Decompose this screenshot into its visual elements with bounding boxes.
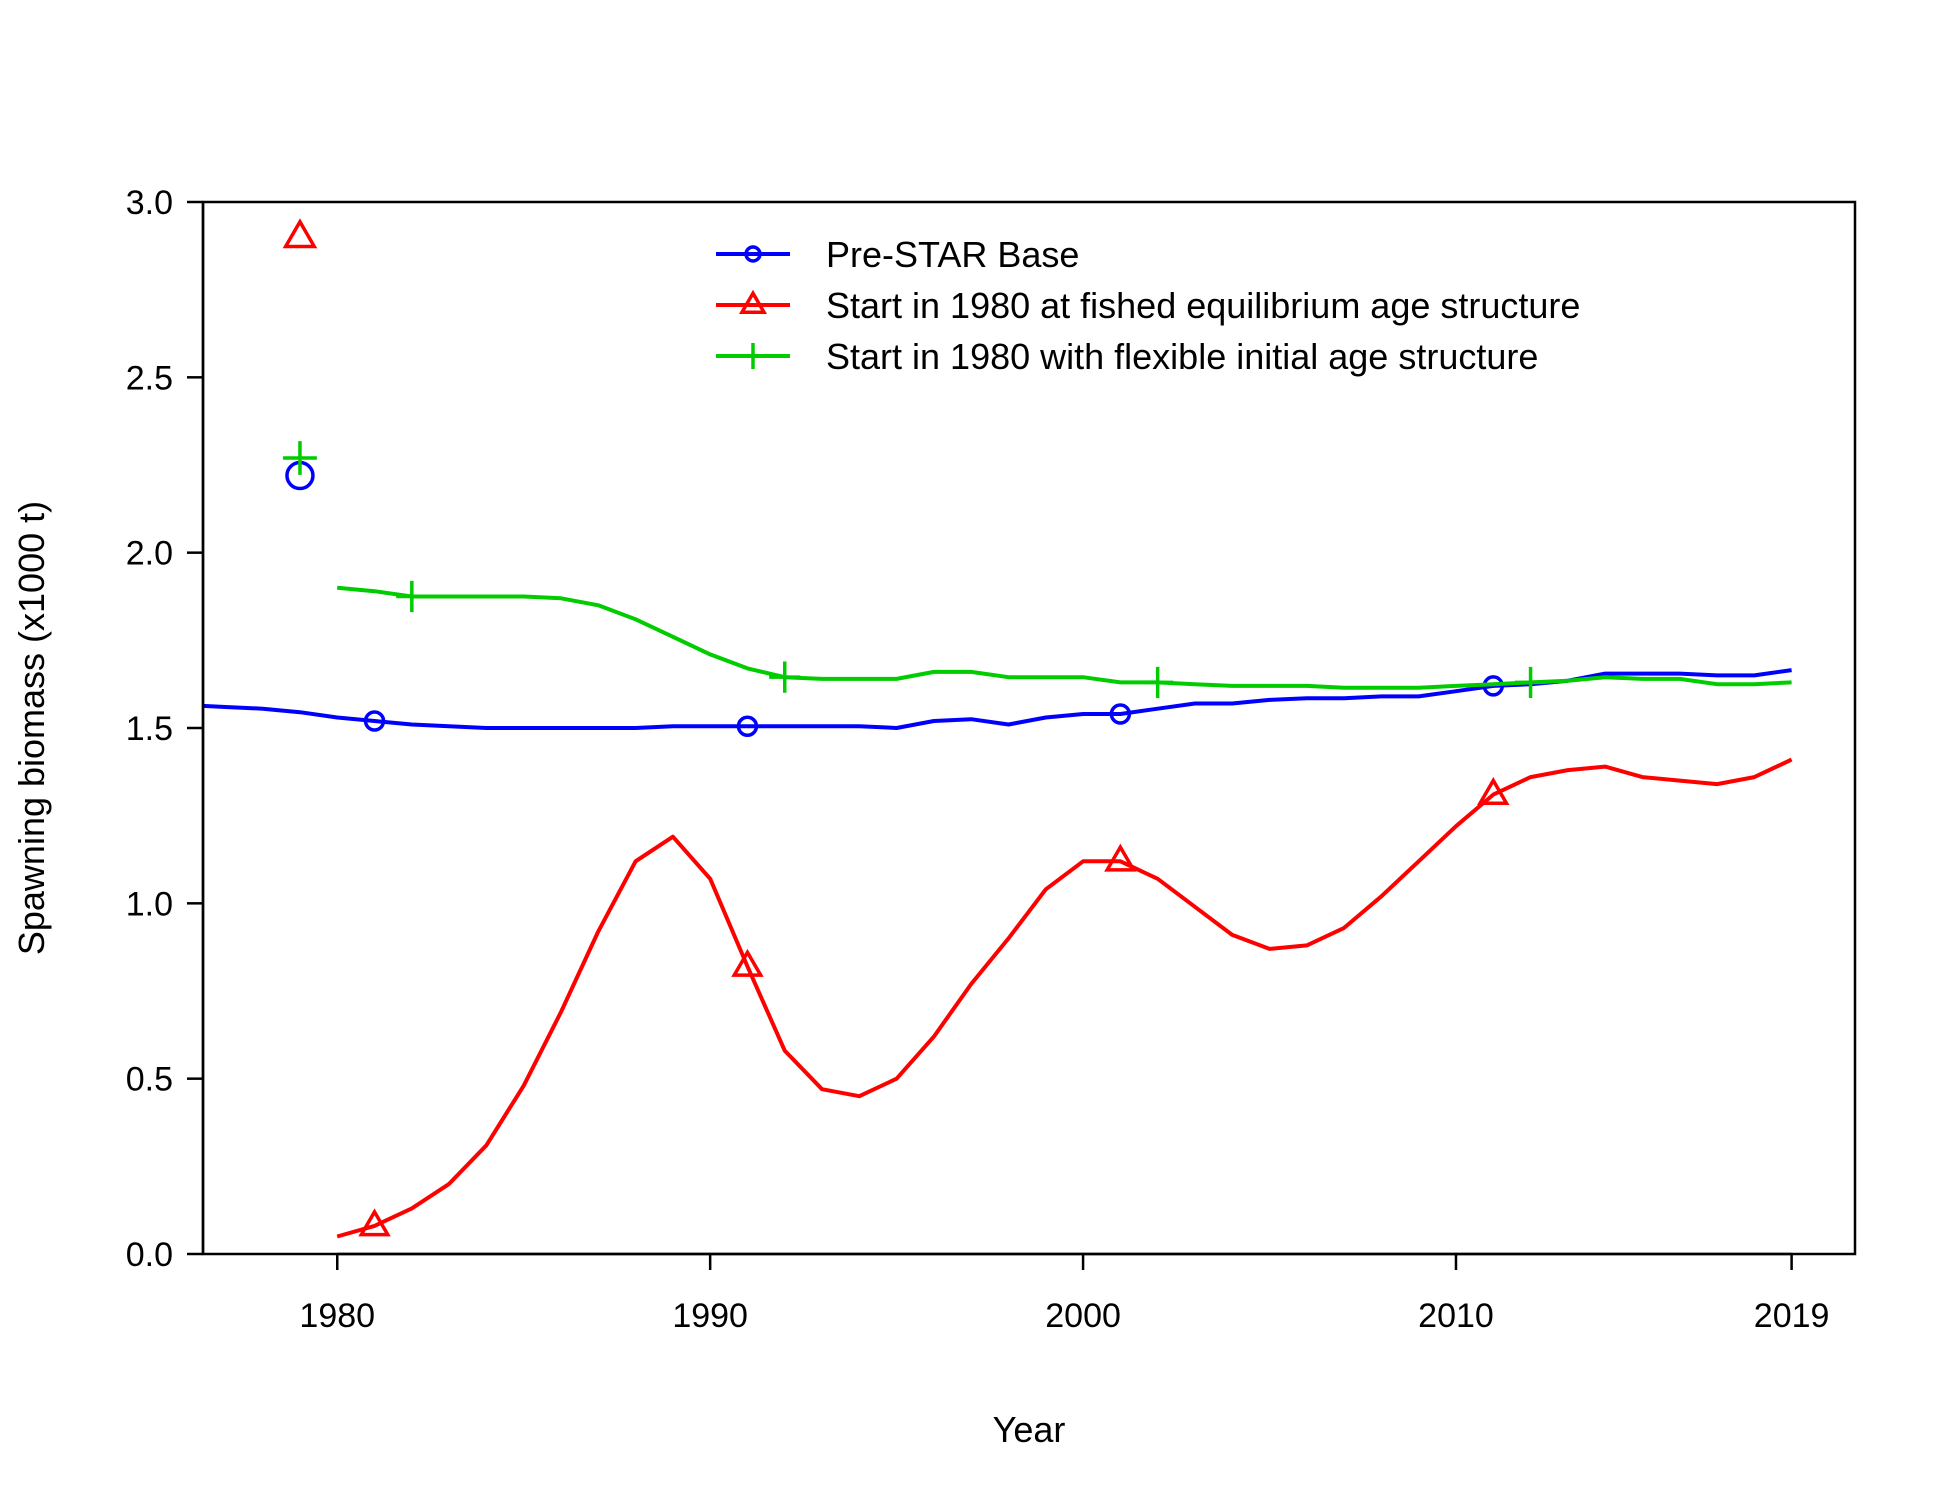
legend-swatch-marker (744, 245, 762, 263)
legend-label: Pre-STAR Base (826, 234, 1079, 275)
series-line (337, 585, 1792, 690)
virgin-biomass-marker (282, 218, 318, 249)
y-tick-label: 3.0 (126, 184, 173, 222)
legend-swatch-marker (738, 289, 768, 314)
series-3 (283, 441, 1792, 699)
y-tick-label: 0.5 (126, 1061, 173, 1099)
series-point-marker (769, 661, 801, 693)
y-tick-label: 1.5 (126, 710, 173, 748)
series-point-marker (736, 715, 759, 737)
series-line (336, 757, 1793, 1239)
virgin-biomass-marker (283, 441, 317, 475)
legend-item: Start in 1980 with flexible initial age … (716, 336, 1538, 377)
y-axis: 0.0 0.5 1.0 1.5 2.0 2.5 3.0 (126, 184, 205, 1274)
series-point-marker (731, 948, 764, 977)
x-tick-label: 2019 (1754, 1297, 1830, 1335)
series-point-marker (396, 580, 428, 613)
legend-label: Start in 1980 with flexible initial age … (826, 336, 1538, 377)
y-axis-title: Spawning biomass (x1000 t) (11, 501, 52, 955)
y-tick-label: 2.0 (126, 535, 173, 573)
x-tick-label: 2000 (1045, 1297, 1121, 1335)
series-clip-group (203, 218, 1793, 1239)
legend: Pre-STAR Base Start in 1980 at fished equ… (716, 234, 1580, 377)
series-point-marker (363, 710, 386, 732)
legend-swatch-marker (740, 343, 766, 369)
series-point-marker (1109, 703, 1132, 725)
series-point-marker (1142, 666, 1174, 699)
x-tick-label: 1980 (299, 1297, 375, 1335)
series-layer (203, 218, 1793, 1239)
y-tick-label: 2.5 (126, 359, 173, 397)
legend-item: Pre-STAR Base (716, 234, 1079, 275)
legend-label: Start in 1980 at fished equilibrium age … (826, 285, 1580, 326)
series-point-marker (1104, 843, 1137, 872)
y-tick-label: 1.0 (126, 885, 173, 923)
x-tick-label: 2010 (1418, 1297, 1494, 1335)
y-tick-label: 0.0 (126, 1236, 173, 1274)
x-tick-label: 1990 (672, 1297, 748, 1335)
series-point-marker (358, 1208, 391, 1237)
series-point-marker (1514, 666, 1547, 699)
x-axis-title: Year (993, 1409, 1066, 1450)
x-axis: 1980 1990 2000 2010 2019 (299, 1252, 1830, 1335)
series-point-marker (1477, 776, 1510, 806)
series-2 (282, 218, 1793, 1239)
legend-item: Start in 1980 at fished equilibrium age … (716, 285, 1580, 326)
